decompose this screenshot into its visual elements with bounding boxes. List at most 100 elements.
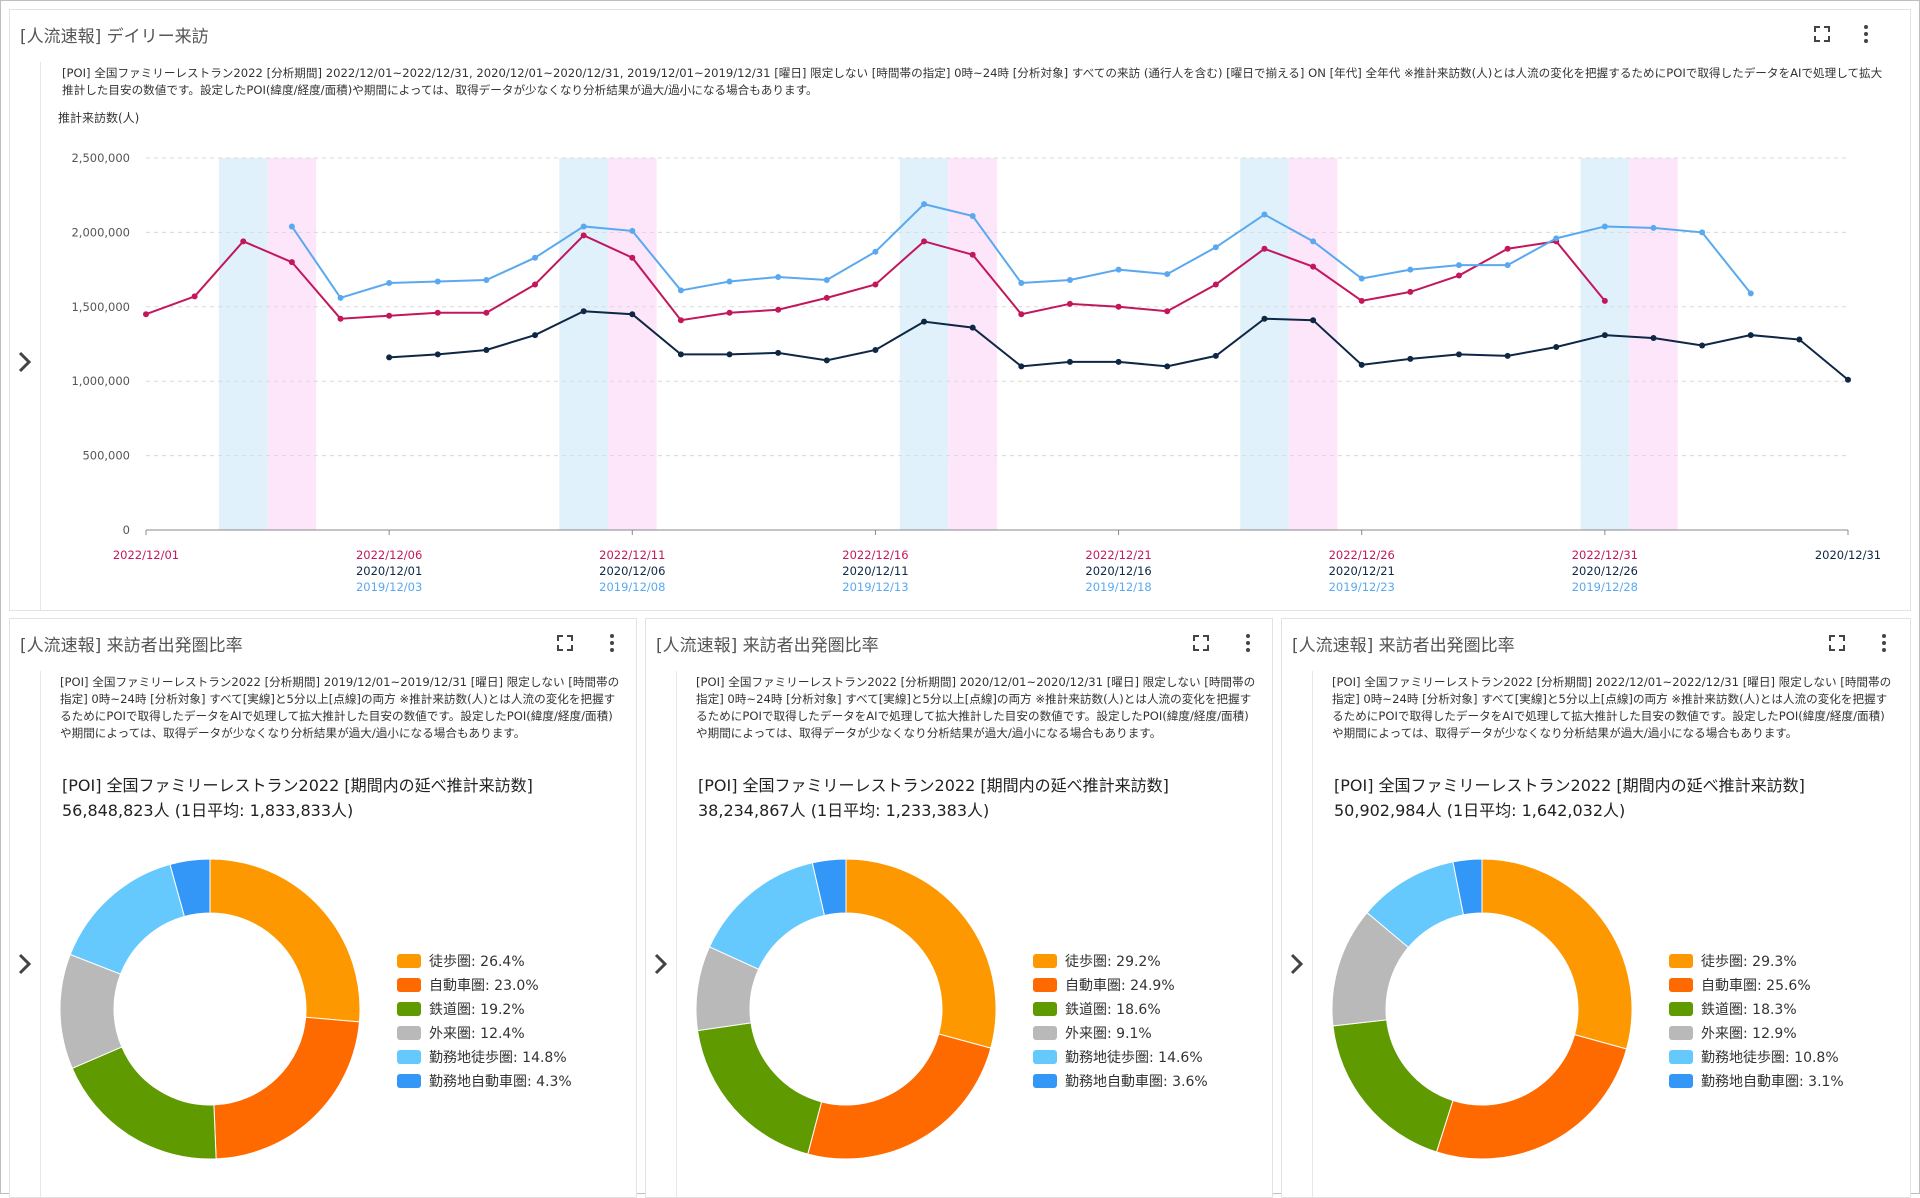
origin-ratio-donut-chart — [1331, 858, 1633, 1160]
data-point-y2022 — [143, 311, 149, 318]
data-point-y2020 — [629, 311, 636, 318]
legend-item[interactable]: 勤務地徒歩圏: 10.8% — [1669, 1045, 1844, 1069]
fullscreen-icon[interactable] — [1810, 22, 1834, 46]
legend-label: 自動車圏: 23.0% — [429, 978, 539, 994]
data-point-y2020 — [1845, 376, 1851, 383]
chevron-right-icon[interactable] — [14, 347, 36, 377]
data-point-y2019 — [532, 254, 539, 261]
x-tick-label: 2022/12/11 — [599, 548, 665, 562]
legend-item[interactable]: 外来圏: 9.1% — [1033, 1021, 1208, 1045]
summary-title: [POI] 全国ファミリーレストラン2022 [期間内の延べ推計来訪数] — [62, 776, 533, 795]
side-strip — [10, 62, 41, 610]
donut-slice — [1452, 858, 1483, 916]
data-point-y2022 — [1115, 303, 1122, 310]
more-vert-icon[interactable] — [1854, 22, 1878, 46]
side-strip — [1282, 671, 1313, 1197]
summary-title: [POI] 全国ファミリーレストラン2022 [期間内の延べ推計来訪数] — [1334, 776, 1805, 795]
x-tick-label: 2019/12/23 — [1329, 580, 1395, 594]
chart-description: [POI] 全国ファミリーレストラン2022 [分析期間] 2019/12/01… — [60, 675, 620, 740]
data-point-y2022 — [191, 293, 198, 300]
data-point-y2020 — [921, 318, 928, 325]
donut-slice — [845, 858, 997, 1049]
more-vert-icon[interactable] — [1236, 631, 1260, 655]
data-point-y2022 — [1261, 245, 1268, 252]
fullscreen-icon[interactable] — [1189, 631, 1213, 655]
more-vert-icon[interactable] — [1872, 631, 1896, 655]
data-point-y2022 — [1212, 281, 1219, 288]
donut-slice — [1332, 1019, 1454, 1153]
legend-item[interactable]: 勤務地自動車圏: 3.6% — [1033, 1069, 1208, 1093]
legend-item[interactable]: 自動車圏: 23.0% — [397, 973, 572, 997]
data-point-y2022 — [580, 232, 587, 239]
fullscreen-icon[interactable] — [1825, 631, 1849, 655]
legend-swatch — [1669, 978, 1693, 992]
data-point-y2019 — [1261, 211, 1268, 218]
donut-slice — [213, 1016, 360, 1160]
data-point-y2022 — [921, 238, 928, 245]
legend-item[interactable]: 勤務地徒歩圏: 14.6% — [1033, 1045, 1208, 1069]
y-tick-label: 1,000,000 — [71, 374, 130, 388]
data-point-y2022 — [288, 259, 295, 266]
legend-item[interactable]: 徒歩圏: 29.2% — [1033, 949, 1208, 973]
origin-ratio-donut-chart — [59, 858, 361, 1160]
panel-header: [人流速報] 来訪者出発圏比率 — [646, 619, 1272, 669]
data-point-y2020 — [483, 346, 490, 353]
legend-item[interactable]: 鉄道圏: 18.6% — [1033, 997, 1208, 1021]
data-point-y2022 — [240, 238, 247, 245]
legend-item[interactable]: 勤務地自動車圏: 3.1% — [1669, 1069, 1844, 1093]
data-point-y2022 — [872, 281, 879, 288]
panel-title: [人流速報] 来訪者出発圏比率 — [656, 636, 879, 656]
y-tick-label: 2,500,000 — [71, 151, 130, 165]
legend-item[interactable]: 徒歩圏: 29.3% — [1669, 949, 1844, 973]
origin-ratio-panel-2022: [人流速報] 来訪者出発圏比率 [POI] 全国ファミリーレストラン2022 [… — [1281, 618, 1911, 1198]
data-point-y2019 — [337, 294, 344, 301]
legend-item[interactable]: 鉄道圏: 19.2% — [397, 997, 572, 1021]
summary-value: 38,234,867人 (1日平均: 1,233,383人) — [698, 801, 990, 820]
chevron-right-icon[interactable] — [14, 949, 36, 979]
legend-label: 鉄道圏: 18.6% — [1065, 1002, 1161, 1018]
legend-item[interactable]: 鉄道圏: 18.3% — [1669, 997, 1844, 1021]
fullscreen-icon[interactable] — [553, 631, 577, 655]
legend-item[interactable]: 自動車圏: 24.9% — [1033, 973, 1208, 997]
data-point-y2020 — [1164, 363, 1171, 370]
data-point-y2020 — [434, 351, 441, 358]
data-point-y2019 — [1650, 224, 1657, 231]
summary-value: 56,848,823人 (1日平均: 1,833,833人) — [62, 801, 354, 820]
legend-label: 自動車圏: 25.6% — [1701, 978, 1811, 994]
legend-item[interactable]: 自動車圏: 25.6% — [1669, 973, 1844, 997]
legend-label: 勤務地徒歩圏: 14.8% — [429, 1050, 567, 1066]
donut-slice — [696, 1022, 823, 1155]
donut-slice — [811, 858, 847, 917]
data-point-y2019 — [434, 278, 441, 285]
data-point-y2019 — [872, 248, 879, 255]
more-vert-icon[interactable] — [600, 631, 624, 655]
data-point-y2019 — [1115, 266, 1122, 273]
data-point-y2020 — [580, 308, 587, 315]
data-point-y2022 — [1504, 245, 1511, 252]
weekend-band — [218, 158, 268, 530]
x-tick-label: 2022/12/01 — [113, 548, 179, 562]
data-point-y2019 — [1747, 290, 1754, 297]
legend-swatch — [1669, 954, 1693, 968]
legend-swatch — [1033, 1002, 1057, 1016]
legend-swatch — [1033, 1050, 1057, 1064]
donut-slice — [71, 1046, 217, 1160]
data-point-y2020 — [1601, 332, 1608, 339]
legend-item[interactable]: 外来圏: 12.4% — [397, 1021, 572, 1045]
legend-item[interactable]: 徒歩圏: 26.4% — [397, 949, 572, 973]
legend-item[interactable]: 勤務地徒歩圏: 14.8% — [397, 1045, 572, 1069]
donut-legend: 徒歩圏: 29.3% 自動車圏: 25.6% 鉄道圏: 18.3% 外来圏: 12.9… — [1669, 949, 1844, 1093]
weekend-band — [1629, 158, 1678, 530]
legend-label: 外来圏: 12.9% — [1701, 1026, 1797, 1042]
legend-swatch — [1669, 1002, 1693, 1016]
y-axis-label: 推計来訪数(人) — [58, 110, 139, 125]
legend-label: 徒歩圏: 29.2% — [1065, 954, 1161, 970]
legend-swatch — [397, 1002, 421, 1016]
legend-swatch — [397, 1050, 421, 1064]
legend-item[interactable]: 外来圏: 12.9% — [1669, 1021, 1844, 1045]
data-point-y2022 — [823, 294, 830, 301]
chevron-right-icon[interactable] — [650, 949, 672, 979]
chevron-right-icon[interactable] — [1286, 949, 1308, 979]
legend-item[interactable]: 勤務地自動車圏: 4.3% — [397, 1069, 572, 1093]
chart-description: [POI] 全国ファミリーレストラン2022 [分析期間] 2020/12/01… — [696, 675, 1256, 740]
